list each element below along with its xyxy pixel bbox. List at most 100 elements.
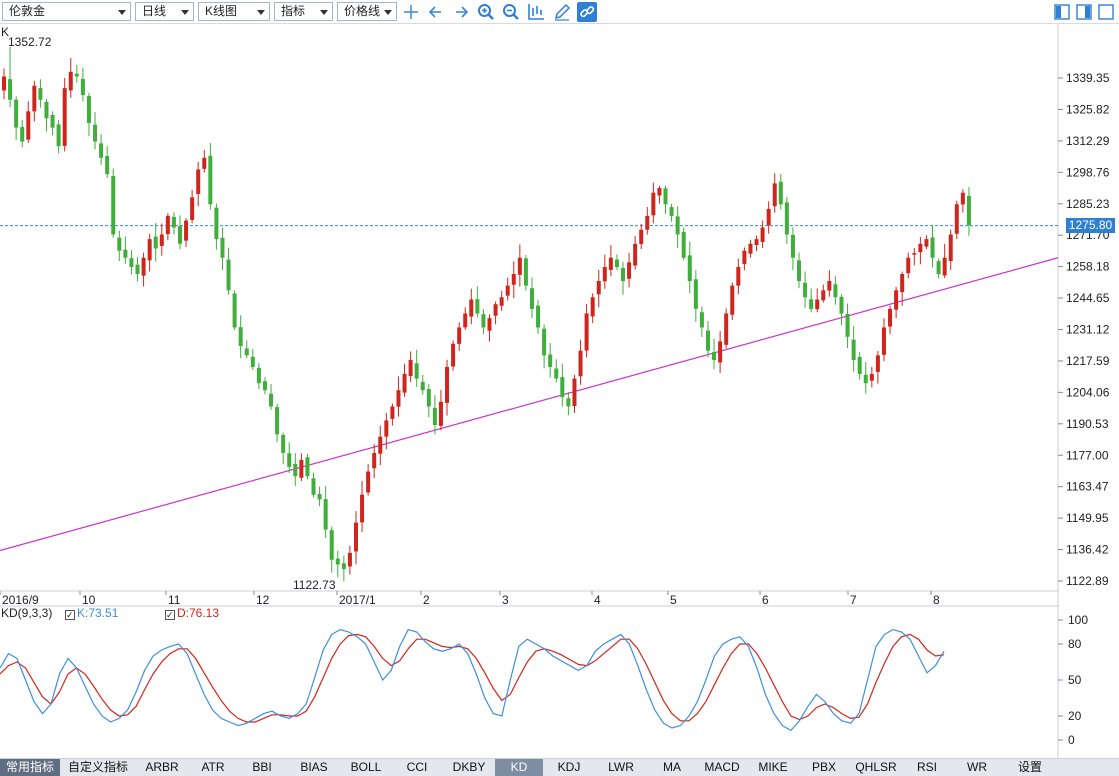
candle-body [426,389,431,407]
tab-ma[interactable]: MA [663,760,681,774]
candle-body [202,157,207,169]
indicator-select[interactable]: 指标 [274,2,333,21]
candle-body [869,373,874,381]
candle-body [881,327,886,355]
period-select[interactable]: 日线 [135,2,194,21]
candle-body [766,208,771,226]
chart-kind-select[interactable]: K线图 [198,2,270,21]
zoom-in-icon[interactable] [476,2,496,22]
tab-common-indicators[interactable]: 常用指标 [0,759,60,776]
candle-body [56,124,61,147]
tab-atr[interactable]: ATR [201,760,225,774]
candle-body [633,243,638,266]
kd-tick-label: 20 [1068,709,1082,723]
candle-body [208,155,213,205]
candle-body [463,313,468,328]
tab-cci[interactable]: CCI [406,760,428,774]
candle-body [481,314,486,328]
candle-body [123,249,128,258]
candle-body [2,76,6,91]
candle-body [147,239,152,261]
candle-body [857,356,862,374]
tab-boll[interactable]: BOLL [350,760,382,774]
tab-rsi[interactable]: RSI [916,760,937,774]
candle-body [948,234,953,262]
chart-axis-icon[interactable] [526,2,546,22]
candle-body [287,453,292,467]
candle-body [608,257,613,270]
candle-body [499,297,504,306]
tab-macd[interactable]: MACD [704,760,740,774]
last-price-tag: 1275.80 [1066,218,1115,233]
tab-settings[interactable]: 设置 [1017,760,1042,774]
tab-dkby[interactable]: DKBY [452,760,486,774]
candle-body [863,374,868,384]
pencil-icon[interactable] [552,2,572,22]
price-chart[interactable]: 1339.351325.821312.291298.761285.231271.… [0,24,1119,758]
candle-body [918,243,923,253]
candle-body [226,259,231,291]
candle-body [687,255,692,281]
candle-body [438,401,443,426]
tab-pbx[interactable]: PBX [811,760,836,774]
layout-left-panel-icon[interactable] [1052,2,1072,22]
candle-body [99,143,104,158]
date-tick-label: 11 [168,593,181,607]
arrow-right-icon[interactable] [451,2,471,22]
zoom-out-icon[interactable] [501,2,521,22]
candle-body [390,406,395,419]
tab-custom-indicators[interactable]: 自定义指标 [67,760,128,774]
period-select-value: 日线 [142,4,167,18]
tab-kdj[interactable]: KDJ [557,760,581,774]
tab-lwr[interactable]: LWR [608,760,634,774]
date-tick-label: 12 [256,593,270,607]
chart-kind-select-value: K线图 [205,4,238,18]
candle-body [851,339,856,360]
tab-wr[interactable]: WR [967,760,987,774]
candle-body [220,237,225,258]
candle-body [912,253,917,255]
line-mode-select[interactable]: 价格线 [337,2,397,21]
tab-kd[interactable]: KD [495,759,543,776]
indicator-select-value: 指标 [281,4,306,18]
candle-body [584,313,589,351]
date-tick-label: 5 [670,593,677,607]
arrow-left-icon[interactable] [426,2,446,22]
crosshair-icon[interactable] [401,2,421,22]
candle-body [214,207,219,240]
kd-d-line [0,633,945,723]
candle-body [335,558,340,565]
candle-body [803,282,808,298]
link-icon[interactable] [577,2,597,22]
candle-body [141,257,146,276]
symbol-select[interactable]: 伦敦金 [2,2,131,21]
tab-bias[interactable]: BIAS [300,760,328,774]
chart-toolbar: 伦敦金 日线 K线图 指标 价格线 [0,0,1119,24]
layout-right-panel-icon[interactable] [1074,2,1094,22]
candle-body [536,305,541,328]
candle-body [420,381,425,391]
layout-single-panel-icon[interactable] [1096,2,1116,22]
candle-body [778,181,783,205]
date-tick-label: 4 [594,593,601,607]
candle-body [117,237,122,251]
candle-body [529,288,534,309]
candle-body [177,226,182,244]
candle-body [645,215,650,230]
date-tick-label: 6 [762,593,769,607]
candle-body [724,313,729,345]
candle-body [329,530,334,560]
candle-body [960,192,965,205]
date-tick-label: 10 [82,593,96,607]
candle-body [323,499,328,530]
tab-bbi[interactable]: BBI [252,760,272,774]
candle-body [718,341,723,363]
tab-mike[interactable]: MIKE [758,760,788,774]
tab-qhlsr[interactable]: QHLSR [855,760,897,774]
candle-body [20,126,25,142]
kd-indicator-name: KD(9,3,3) [1,606,53,620]
kd-d-checkbox[interactable]: ✓ [165,610,175,620]
candle-body [159,234,164,246]
kd-k-checkbox[interactable]: ✓ [65,610,75,620]
tab-arbr[interactable]: ARBR [145,760,179,774]
